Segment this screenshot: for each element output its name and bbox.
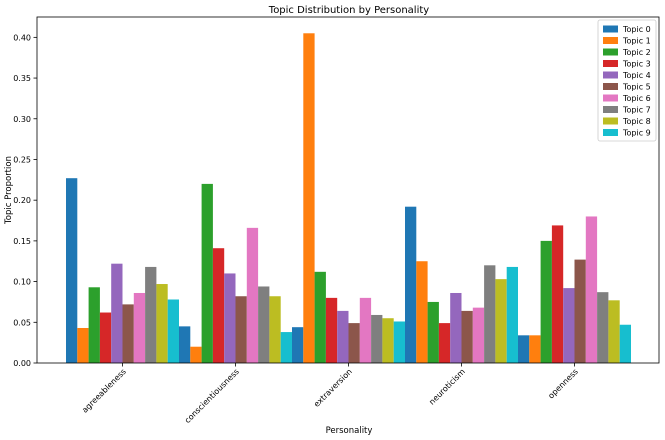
bar-topic-0 bbox=[66, 178, 78, 363]
legend-label: Topic 4 bbox=[622, 71, 651, 80]
bar-topic-7 bbox=[371, 314, 383, 363]
bar-topic-4 bbox=[450, 292, 462, 363]
y-tick-label: 0.30 bbox=[13, 115, 31, 124]
plot-frame bbox=[36, 16, 660, 364]
bar-topic-8 bbox=[495, 279, 507, 363]
bar-topic-8 bbox=[269, 296, 281, 363]
bar-topic-2 bbox=[201, 183, 213, 363]
legend-label: Topic 0 bbox=[622, 25, 651, 34]
legend-label: Topic 1 bbox=[622, 37, 651, 46]
x-tick-label: neuroticism bbox=[427, 367, 467, 407]
bar-topic-2 bbox=[540, 240, 552, 363]
bar-topic-7 bbox=[484, 265, 496, 363]
legend-swatch bbox=[603, 37, 618, 44]
bar-topic-6 bbox=[133, 292, 146, 363]
legend-label: Topic 3 bbox=[622, 60, 651, 69]
y-tick-label: 0.15 bbox=[13, 237, 31, 246]
bar-topic-3 bbox=[325, 297, 338, 363]
bar-topic-7 bbox=[145, 266, 157, 363]
y-tick-label: 0.05 bbox=[13, 318, 31, 327]
x-tick-label: openness bbox=[546, 367, 579, 400]
bar-topic-3 bbox=[551, 225, 564, 363]
bar-topic-5 bbox=[235, 296, 247, 363]
x-axis-label: Personality bbox=[326, 426, 373, 436]
y-tick-label: 0.00 bbox=[13, 359, 31, 368]
y-axis-label: Topic Proportion bbox=[4, 156, 14, 225]
bar-topic-1 bbox=[77, 327, 89, 363]
y-axis: 0.00 0.05 0.10 0.15 0.20 0.25 0.30 0.35 0.40 bbox=[13, 33, 37, 368]
legend-label: Topic 6 bbox=[622, 94, 651, 103]
y-tick-label: 0.20 bbox=[13, 196, 31, 205]
bar-topic-3 bbox=[438, 323, 451, 363]
y-tick-label: 0.10 bbox=[13, 278, 31, 287]
bar-topic-0 bbox=[179, 326, 191, 363]
bar-topic-4 bbox=[563, 288, 575, 363]
bar-topic-7 bbox=[597, 292, 609, 363]
legend-label: Topic 8 bbox=[622, 117, 651, 126]
legend-label: Topic 7 bbox=[622, 106, 651, 115]
bar-topic-6 bbox=[359, 297, 372, 363]
legend-swatch bbox=[603, 94, 618, 102]
legend-swatch bbox=[603, 117, 618, 125]
bar-topic-5 bbox=[348, 323, 360, 363]
x-tick-label: extraversion bbox=[312, 367, 354, 409]
y-tick-label: 0.35 bbox=[13, 74, 31, 83]
bar-topic-6 bbox=[472, 307, 485, 363]
bar-topic-1 bbox=[529, 335, 541, 363]
bar-topic-4 bbox=[337, 310, 349, 363]
x-tick-label: agreeableness bbox=[80, 367, 128, 415]
legend-label: Topic 5 bbox=[622, 83, 651, 92]
bar-topic-8 bbox=[608, 300, 620, 363]
x-axis: agreeableness conscientiousness extraversi… bbox=[80, 363, 580, 425]
bar-topic-9 bbox=[280, 332, 292, 363]
chart-title: Topic Distribution by Personality bbox=[268, 5, 430, 16]
bar-topic-8 bbox=[382, 318, 394, 363]
bar-topic-5 bbox=[461, 310, 473, 363]
bar-topic-6 bbox=[585, 216, 598, 363]
legend-swatch bbox=[603, 71, 618, 79]
legend-swatch bbox=[603, 83, 618, 90]
legend: Topic 0 Topic 1 Topic 2 Topic 3 Topic 4 Topic… bbox=[597, 19, 657, 142]
legend-swatch bbox=[603, 129, 618, 136]
bar-topic-5 bbox=[122, 304, 134, 363]
x-tick-label: conscientiousness bbox=[183, 367, 241, 425]
bar-topic-9 bbox=[506, 266, 518, 363]
bar-topic-2 bbox=[427, 301, 439, 363]
legend-swatch bbox=[603, 48, 618, 56]
legend-label: Topic 2 bbox=[622, 48, 651, 57]
legend-swatch bbox=[603, 60, 618, 67]
bar-topic-9 bbox=[393, 321, 405, 363]
bar-topic-1 bbox=[416, 261, 428, 363]
legend-swatch bbox=[603, 25, 618, 33]
legend-swatch bbox=[603, 106, 618, 113]
bar-topic-4 bbox=[224, 273, 236, 363]
bar-topic-7 bbox=[258, 286, 270, 363]
bar-topic-8 bbox=[156, 284, 168, 363]
plot-area bbox=[66, 33, 631, 364]
y-tick-label: 0.25 bbox=[13, 155, 31, 164]
bar-topic-5 bbox=[574, 259, 586, 363]
bar-topic-2 bbox=[88, 287, 100, 363]
bar-topic-3 bbox=[99, 312, 112, 363]
bar-topic-0 bbox=[405, 206, 417, 363]
legend-label: Topic 9 bbox=[622, 129, 651, 138]
bar-topic-1 bbox=[190, 346, 202, 363]
bar-topic-9 bbox=[167, 299, 179, 363]
bar-topic-3 bbox=[212, 248, 225, 363]
bar-topic-2 bbox=[314, 271, 326, 363]
bar-topic-0 bbox=[292, 327, 304, 363]
bar-topic-6 bbox=[246, 227, 259, 363]
bar-topic-1 bbox=[303, 33, 315, 364]
y-tick-label: 0.40 bbox=[13, 33, 31, 42]
bar-topic-0 bbox=[518, 335, 530, 363]
bar-topic-9 bbox=[619, 324, 631, 363]
bar-topic-4 bbox=[111, 263, 123, 363]
